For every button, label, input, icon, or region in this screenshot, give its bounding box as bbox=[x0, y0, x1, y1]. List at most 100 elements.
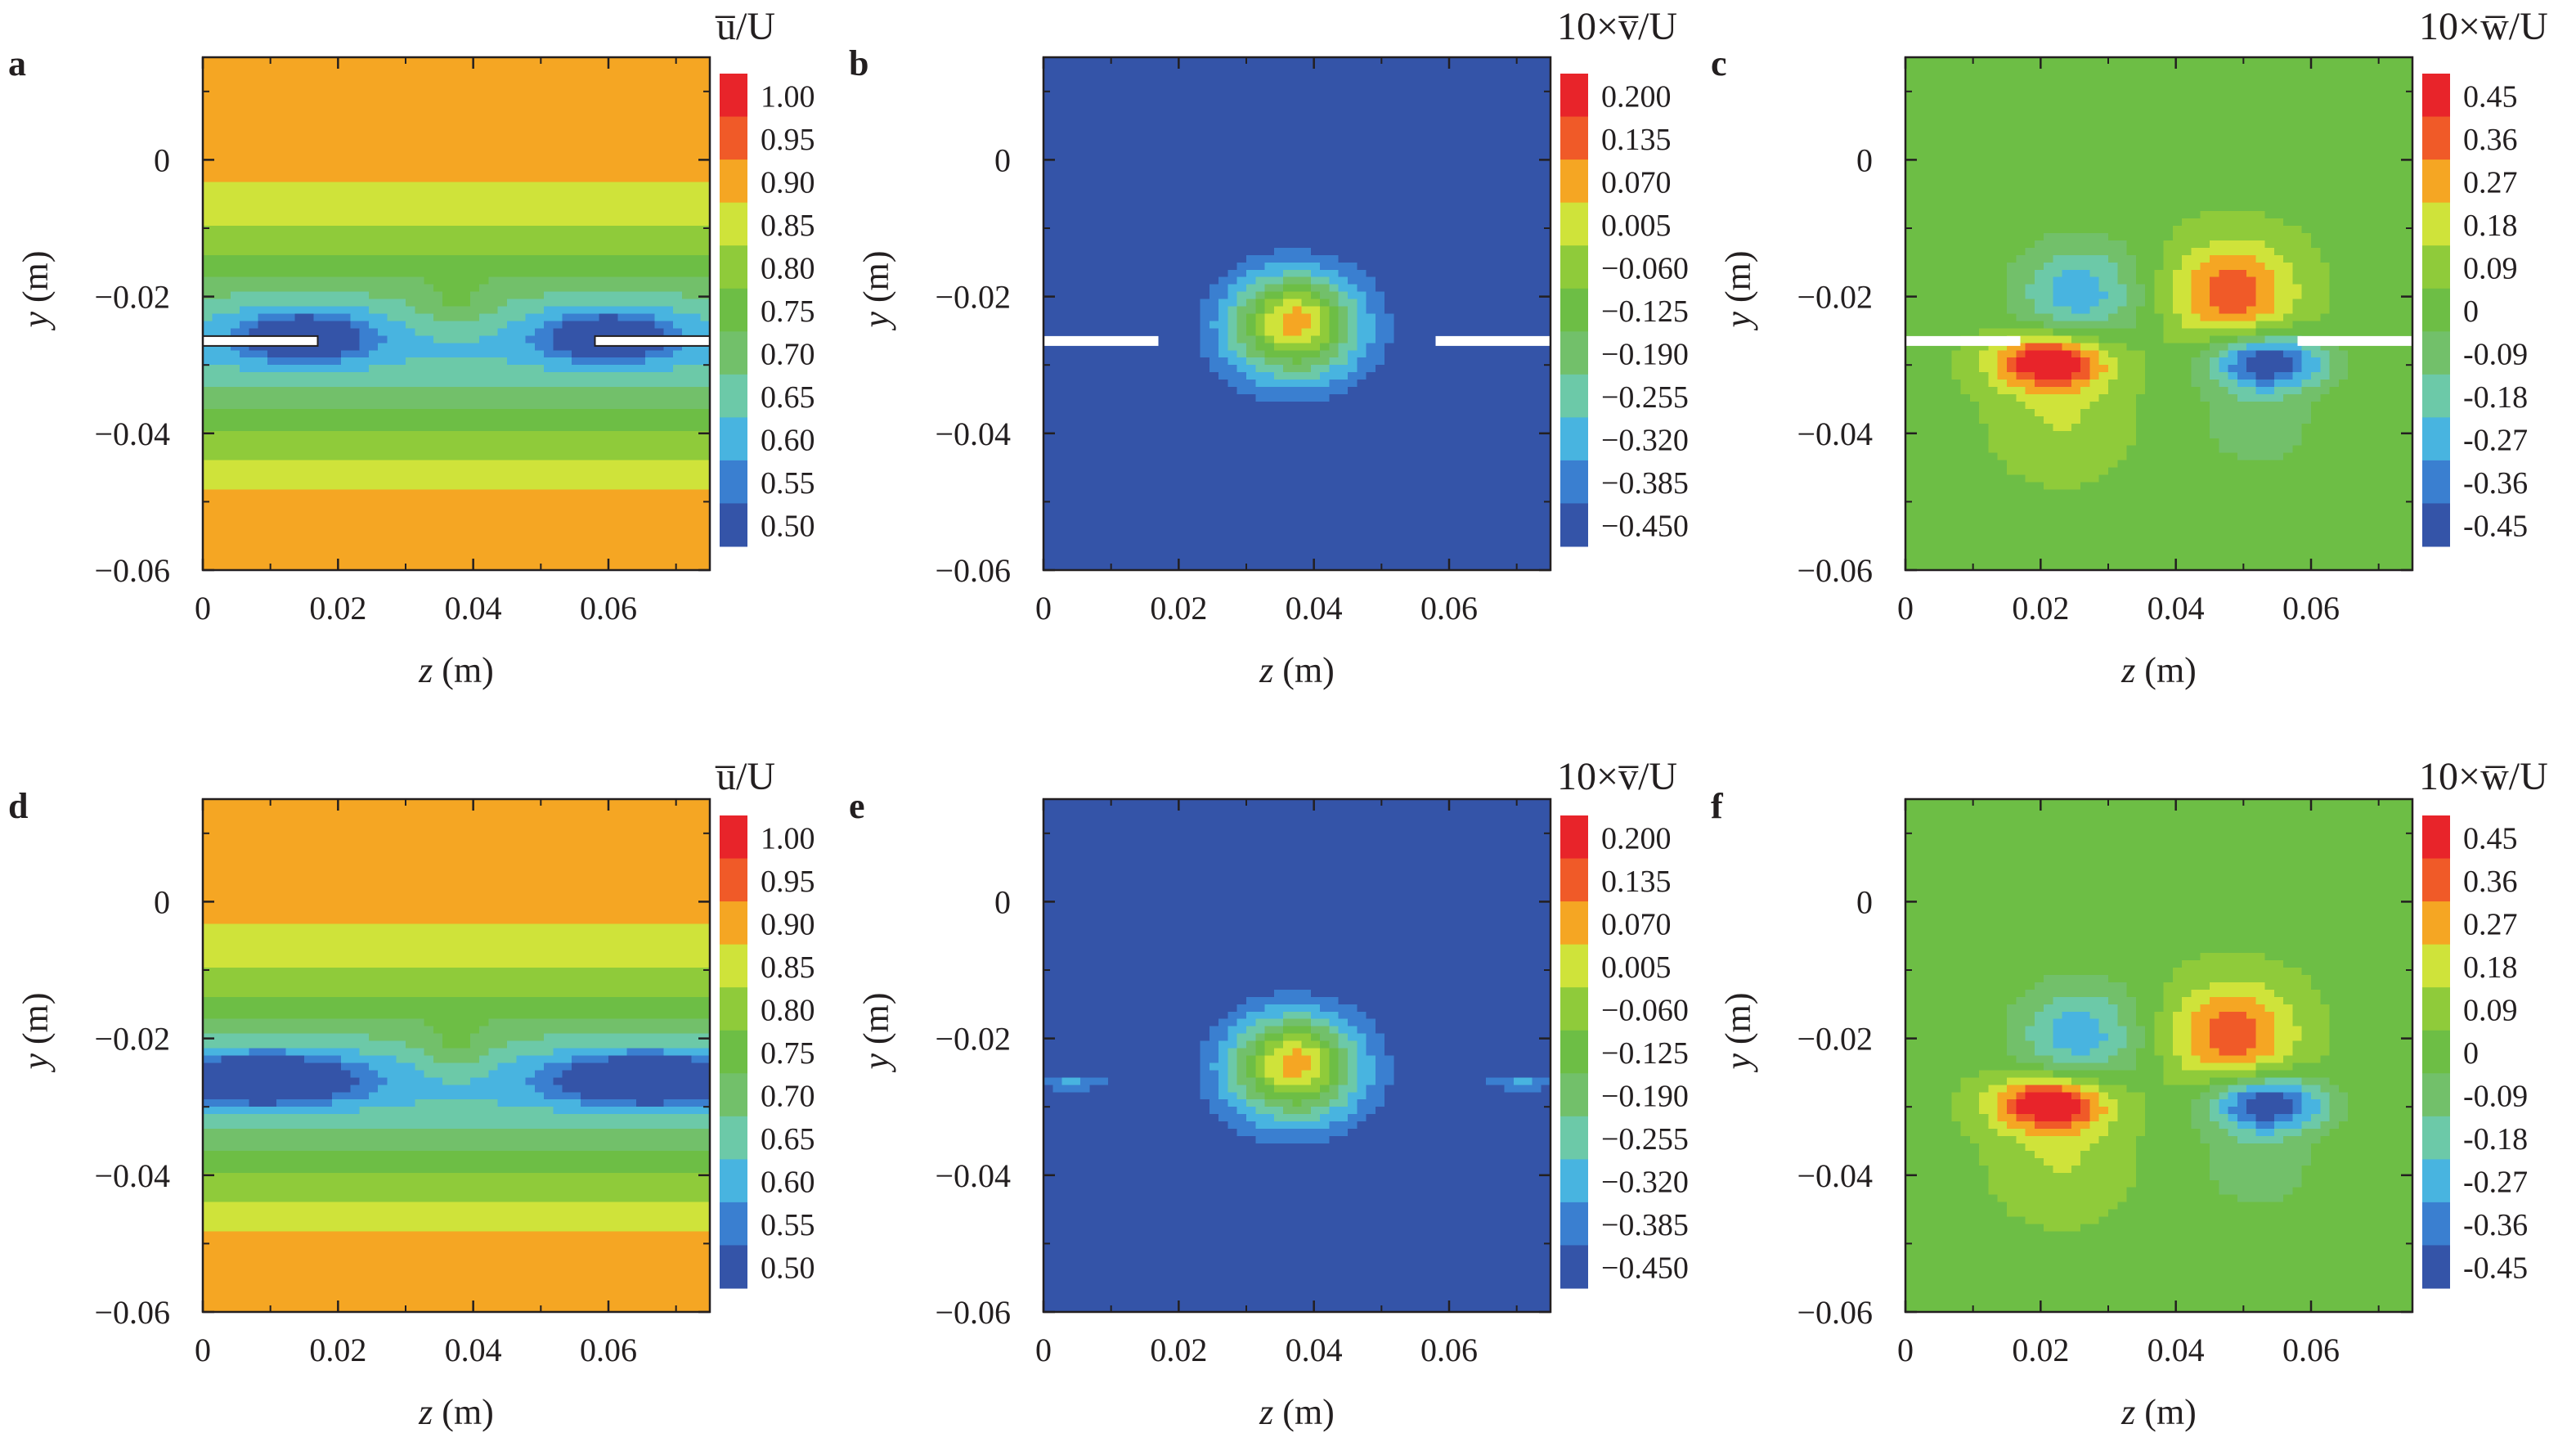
colorbar-swatch bbox=[2422, 987, 2450, 1031]
contour-cell bbox=[2135, 306, 2155, 315]
contour-cell bbox=[2126, 1033, 2146, 1042]
contour-cell bbox=[1504, 1085, 1542, 1093]
contour-cell bbox=[203, 276, 425, 285]
contour-cell bbox=[1997, 452, 2128, 461]
contour-cell bbox=[1246, 372, 1275, 380]
x-tick-label: 0.04 bbox=[1286, 590, 1343, 627]
contour-cell bbox=[2062, 269, 2091, 278]
contour-cell bbox=[2007, 357, 2017, 366]
contour-cell bbox=[2301, 1077, 2331, 1085]
contour-cell bbox=[1329, 394, 1551, 402]
contour-cell bbox=[1310, 1107, 1331, 1115]
contour-cell bbox=[2320, 394, 2413, 402]
contour-cell bbox=[1255, 1040, 1266, 1049]
contour-cell bbox=[2034, 1150, 2081, 1159]
contour-cell bbox=[2329, 262, 2413, 271]
contour-cell bbox=[2135, 313, 2165, 322]
contour-cell bbox=[553, 1077, 711, 1085]
contour-cell bbox=[1905, 1026, 2008, 1035]
contour-cell bbox=[1905, 1150, 1980, 1159]
contour-cell bbox=[2237, 1194, 2284, 1203]
contour-cell bbox=[1905, 276, 2008, 285]
contour-cell bbox=[1209, 1107, 1238, 1115]
contour-cell bbox=[203, 806, 711, 815]
contour-cell bbox=[1338, 1055, 1349, 1064]
contour-cell bbox=[1905, 1216, 2026, 1225]
contour-cell bbox=[1218, 350, 1238, 358]
contour-cell bbox=[1905, 1040, 2008, 1049]
contour-cell bbox=[2292, 269, 2331, 278]
contour-cell bbox=[2016, 394, 2100, 402]
contour-cell bbox=[1236, 350, 1247, 358]
contour-cell bbox=[1951, 372, 1990, 380]
contour-cell bbox=[1283, 284, 1312, 293]
contour-cell bbox=[203, 1107, 361, 1115]
contour-cell bbox=[1043, 64, 1551, 73]
contour-cell bbox=[1905, 813, 2413, 822]
contour-cell bbox=[1905, 460, 2008, 469]
colorbar: 0.450.360.270.180.090-0.09-0.18-0.27-0.3… bbox=[2419, 5, 2548, 547]
contour-cell bbox=[1301, 1040, 1321, 1049]
contour-cell bbox=[1236, 1077, 1256, 1085]
contour-cell bbox=[2237, 1077, 2266, 1085]
contour-cell bbox=[2320, 1107, 2331, 1115]
contour-cell bbox=[2163, 982, 2210, 991]
contour-cell bbox=[2172, 306, 2192, 315]
contour-cell bbox=[249, 1048, 287, 1057]
contour-cell bbox=[1236, 299, 1247, 308]
colorbar-title: u̅/U bbox=[715, 5, 775, 48]
contour-cell bbox=[1043, 1018, 1219, 1027]
colorbar-level-label: 0.70 bbox=[761, 1080, 815, 1114]
colorbar-level-label: −0.190 bbox=[1601, 338, 1689, 372]
contour-cell bbox=[1209, 1099, 1229, 1107]
contour-cell bbox=[2301, 350, 2312, 358]
contour-cell bbox=[1988, 438, 2137, 447]
contour-cell bbox=[1905, 1275, 2413, 1283]
contour-cell bbox=[2301, 430, 2413, 439]
contour-cell bbox=[1264, 357, 1293, 366]
colorbar-level-label: 0.45 bbox=[2463, 79, 2518, 114]
contour-cell bbox=[1273, 306, 1293, 315]
contour-cell bbox=[2126, 343, 2210, 351]
contour-cell bbox=[1209, 321, 1229, 330]
x-axis-label: z (m) bbox=[1259, 650, 1335, 690]
contour-cell bbox=[1043, 328, 1201, 336]
colorbar-swatch bbox=[1560, 901, 1588, 946]
contour-cell bbox=[1043, 953, 1551, 961]
contour-cell bbox=[2283, 452, 2413, 461]
contour-cell bbox=[1236, 1018, 1256, 1027]
contour-cell bbox=[2080, 365, 2091, 373]
contour-cell bbox=[1997, 350, 2017, 358]
contour-cell bbox=[1905, 989, 2026, 998]
contour-cell bbox=[1329, 313, 1340, 322]
contour-cell bbox=[1236, 335, 1256, 344]
contour-cell bbox=[1264, 321, 1284, 330]
contour-cell bbox=[1246, 350, 1266, 358]
contour-cell bbox=[1200, 299, 1219, 308]
contour-cell bbox=[2034, 240, 2128, 249]
contour-cell bbox=[433, 284, 480, 293]
contour-cell bbox=[1905, 64, 2413, 73]
contour-cell bbox=[1905, 86, 2413, 95]
contour-cell bbox=[203, 989, 711, 998]
contour-cell bbox=[2329, 357, 2349, 366]
contour-cell bbox=[2117, 365, 2146, 373]
colorbar-swatch bbox=[2422, 901, 2450, 946]
contour-cell bbox=[1905, 1202, 2008, 1211]
contour-cell bbox=[2071, 1092, 2081, 1100]
contour-cell bbox=[2182, 1004, 2201, 1013]
contour-cell bbox=[203, 1070, 351, 1078]
contour-cell bbox=[1905, 240, 2035, 249]
contour-cell bbox=[1227, 335, 1238, 344]
contour-cell bbox=[2163, 996, 2183, 1005]
contour-cell bbox=[1905, 1033, 2008, 1042]
y-tick-label: −0.06 bbox=[935, 552, 1011, 589]
contour-cell bbox=[608, 1055, 693, 1064]
x-tick-label: 0.06 bbox=[580, 1332, 637, 1368]
x-tick-label: 0.02 bbox=[309, 1332, 366, 1368]
colorbar-level-label: 0.18 bbox=[2463, 950, 2518, 985]
contour-cell bbox=[2007, 291, 2026, 300]
contour-cell bbox=[2210, 982, 2266, 991]
contour-cell bbox=[2228, 343, 2247, 351]
contour-cell bbox=[1200, 1048, 1219, 1057]
